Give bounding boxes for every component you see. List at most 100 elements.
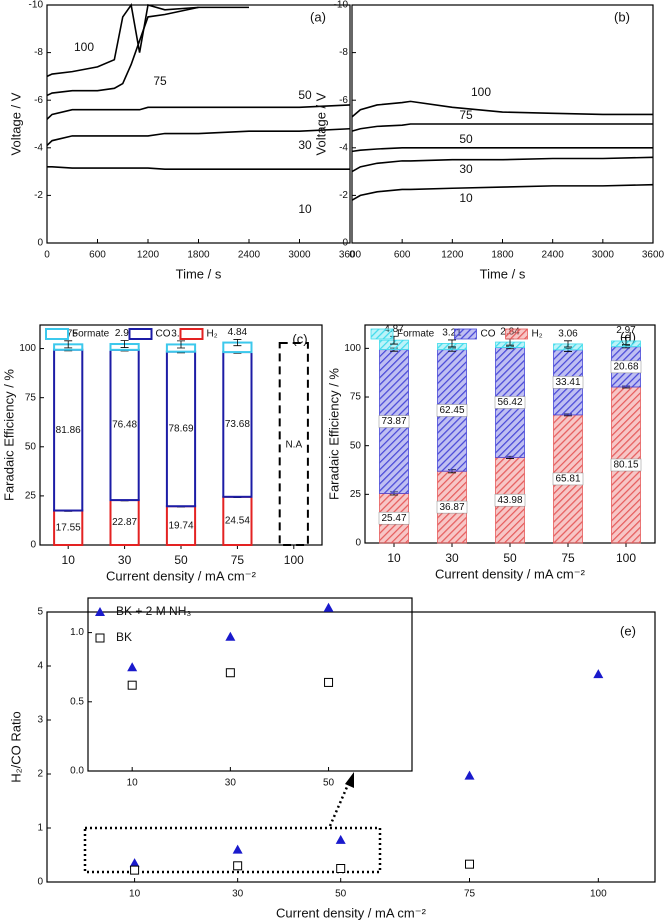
y-tick-label: -4: [339, 142, 348, 153]
marker: [129, 858, 140, 868]
x-tick-label: 600: [89, 250, 106, 261]
zoom-arrow: [328, 779, 352, 827]
marker: [232, 844, 243, 854]
zoom-box: [83, 826, 382, 874]
curve-label: 100: [74, 40, 94, 54]
y-tick-label: 0: [342, 238, 348, 249]
label-bg: [378, 415, 410, 428]
curve-label: 10: [459, 191, 473, 205]
marker: [464, 770, 475, 780]
zoom-arrow-head: [345, 772, 354, 788]
line: [46, 104, 351, 120]
plot-frame: [87, 597, 413, 772]
x-tick-label: 10: [129, 889, 141, 900]
x-tick-label: 10: [127, 778, 139, 789]
y-axis-title: H₂/CO Ratio: [8, 711, 23, 783]
value-label: 20.68: [613, 362, 638, 373]
y-tick-label: 0.0: [70, 766, 84, 777]
y-axis-title: Faradaic Efficiency / %: [326, 368, 341, 500]
x-tick-label: 1800: [491, 250, 514, 261]
x-tick-label: 600: [394, 250, 411, 261]
value-label: 4.87: [384, 324, 404, 335]
marker: [335, 834, 346, 844]
marker: [593, 669, 604, 679]
value-label: 78.69: [168, 424, 193, 435]
panel-label: (b): [614, 9, 630, 24]
y-tick-label: -6: [339, 95, 348, 106]
line: [46, 6, 199, 97]
marker: [323, 602, 334, 612]
value-label: 80.15: [613, 460, 638, 471]
y-tick-label: -4: [34, 142, 43, 153]
na-box: [278, 342, 309, 546]
y-tick-label: -10: [29, 0, 44, 11]
marker: [465, 859, 475, 869]
error-bar: [233, 339, 242, 347]
bar-segment: [222, 495, 253, 546]
y-tick-label: 0: [37, 238, 43, 249]
value-label: 25.47: [381, 513, 406, 524]
label-bg: [494, 493, 526, 507]
legend-label: BK + 2 M NH₃: [116, 604, 191, 618]
label-bg: [552, 376, 584, 389]
x-tick-label: 100: [590, 889, 607, 900]
y-tick-label: -8: [339, 47, 348, 58]
error-bar: [64, 340, 73, 349]
value-label: 33.41: [555, 377, 580, 388]
value-label: 62.45: [439, 405, 464, 416]
curve-label: 50: [298, 88, 312, 102]
x-tick-label: 1800: [187, 250, 210, 261]
x-axis-title: Time / s: [480, 266, 526, 281]
line: [46, 127, 351, 147]
curve-label: 50: [459, 132, 473, 146]
panel-label: (c): [292, 331, 307, 346]
marker: [324, 677, 334, 687]
x-axis-title: Current density / mA cm⁻²: [106, 568, 257, 583]
curve-label: 30: [298, 138, 312, 152]
y-tick-label: 1: [37, 823, 43, 834]
x-tick-label: 75: [561, 551, 575, 565]
x-tick-label: 2400: [542, 250, 565, 261]
y-tick-label: 75: [350, 392, 362, 403]
y-tick-label: 4: [37, 661, 43, 672]
marker: [225, 668, 235, 678]
marker: [233, 861, 243, 871]
bar-segment: [53, 509, 84, 547]
value-label: 22.87: [112, 517, 137, 528]
y-tick-label: 0.5: [70, 696, 84, 707]
curve-label: 100: [471, 85, 491, 99]
value-label: 4.84: [228, 327, 248, 338]
x-tick-label: 50: [323, 778, 335, 789]
panel-label: (a): [310, 9, 326, 24]
label-bg: [552, 472, 584, 486]
legend-label: BK: [116, 630, 132, 644]
y-tick-label: -2: [339, 190, 348, 201]
value-label: 81.86: [56, 425, 81, 436]
y-axis-title: Voltage / V: [313, 92, 328, 155]
error-bar: [177, 340, 185, 349]
legend-label: H₂: [532, 329, 543, 340]
y-tick-label: -6: [34, 95, 43, 106]
legend-label: Formate: [72, 329, 110, 340]
x-tick-label: 1200: [441, 250, 464, 261]
x-axis-title: Current density / mA cm⁻²: [276, 905, 427, 920]
bar-segment: [109, 348, 140, 502]
marker: [336, 864, 346, 873]
x-tick-label: 3000: [592, 250, 615, 261]
legend-swatch: [179, 328, 204, 340]
x-tick-label: 75: [231, 553, 245, 567]
x-tick-label: 3600: [339, 250, 362, 261]
x-tick-label: 30: [445, 551, 459, 565]
y-tick-label: -2: [34, 190, 43, 201]
x-tick-label: 2400: [238, 250, 261, 261]
line: [47, 166, 350, 171]
value-label: 36.87: [439, 502, 464, 513]
y-tick-label: 100: [344, 343, 361, 354]
x-tick-label: 10: [387, 551, 401, 565]
x-tick-label: 50: [503, 551, 517, 565]
error-bar: [622, 337, 630, 345]
y-tick-label: -10: [334, 0, 349, 11]
value-label: 76.48: [112, 420, 137, 431]
x-tick-label: 30: [232, 889, 244, 900]
